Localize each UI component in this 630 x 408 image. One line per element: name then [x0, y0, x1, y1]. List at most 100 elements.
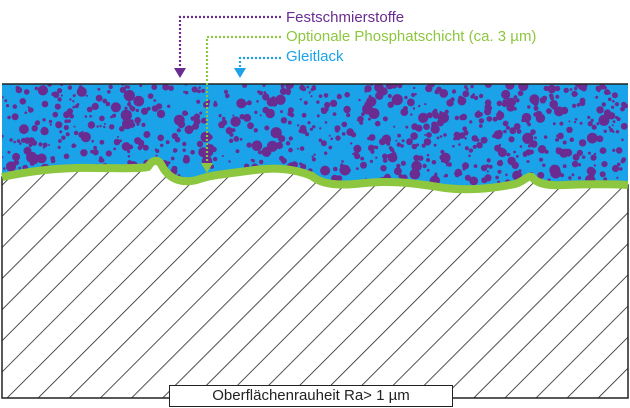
particle — [608, 126, 611, 129]
particle — [593, 164, 596, 167]
particle — [311, 157, 316, 162]
particle — [529, 94, 540, 105]
particle — [515, 98, 520, 103]
particle — [213, 102, 218, 107]
particle — [183, 155, 190, 162]
particle — [505, 84, 515, 90]
particle — [280, 117, 288, 124]
particle — [526, 160, 530, 163]
particle — [476, 142, 483, 149]
particle — [48, 144, 51, 146]
particle — [86, 106, 93, 113]
particle — [124, 106, 128, 110]
particle — [323, 93, 329, 98]
particle — [578, 139, 587, 147]
particle — [527, 105, 531, 109]
particle — [27, 106, 30, 109]
particle — [133, 95, 145, 107]
particle — [364, 89, 368, 93]
particle — [612, 148, 616, 152]
particle — [280, 157, 287, 164]
particle — [568, 120, 571, 123]
particle — [171, 132, 178, 140]
particle — [182, 110, 188, 116]
particle — [582, 155, 586, 159]
particle — [539, 157, 544, 162]
particle — [612, 166, 617, 171]
particle — [312, 125, 316, 129]
particle — [478, 118, 485, 124]
particle — [464, 85, 468, 89]
particle — [616, 117, 621, 122]
particle — [199, 111, 203, 115]
particle — [193, 118, 201, 125]
particle — [382, 116, 388, 122]
particle — [346, 128, 354, 136]
particle — [552, 122, 556, 126]
particle — [57, 88, 63, 94]
particle — [3, 167, 6, 170]
particle — [127, 102, 132, 107]
particle — [595, 86, 601, 92]
particle — [127, 149, 131, 154]
particle — [473, 95, 479, 101]
particle — [57, 145, 61, 149]
particle — [609, 128, 614, 133]
particle — [262, 93, 270, 101]
particle — [300, 163, 307, 170]
particle — [271, 96, 276, 101]
particle — [505, 125, 510, 130]
particle — [560, 106, 569, 115]
particle — [35, 120, 41, 126]
particle — [573, 120, 577, 124]
particle — [332, 112, 337, 116]
particle — [550, 167, 554, 171]
particle — [103, 125, 106, 129]
particle — [513, 123, 521, 130]
particle — [143, 131, 151, 138]
particle — [353, 144, 362, 153]
particle — [616, 162, 621, 167]
particle — [418, 104, 421, 108]
particle — [301, 86, 307, 92]
particle — [506, 104, 514, 112]
particle — [396, 142, 401, 147]
particle — [121, 142, 131, 151]
particle — [99, 115, 105, 122]
particle — [328, 134, 331, 137]
particle — [78, 85, 83, 90]
particle — [272, 143, 277, 148]
particle — [439, 89, 449, 98]
particle — [507, 156, 516, 166]
particle — [196, 140, 204, 148]
particle — [330, 99, 338, 107]
particle — [74, 104, 79, 109]
particle — [226, 94, 229, 97]
particle — [328, 145, 333, 150]
particle — [568, 176, 572, 180]
particle — [501, 89, 511, 100]
particle — [235, 149, 240, 154]
particle — [291, 161, 298, 168]
particle — [303, 100, 308, 105]
particle — [549, 99, 558, 109]
particle — [591, 124, 597, 130]
coating-arrowhead — [234, 68, 246, 78]
particle — [136, 122, 140, 126]
particle — [387, 94, 392, 98]
particle — [12, 152, 21, 161]
particle — [621, 157, 627, 163]
particle — [173, 114, 185, 126]
particle — [441, 159, 444, 163]
particle — [406, 138, 413, 146]
particle — [411, 123, 419, 131]
particle — [426, 168, 430, 172]
particle — [69, 114, 74, 119]
particle — [397, 133, 401, 138]
particle — [495, 175, 499, 180]
particle — [50, 156, 56, 161]
solid-lubricants-arrowhead — [174, 68, 186, 78]
particle — [137, 139, 145, 147]
particle — [464, 174, 471, 181]
particle — [73, 130, 79, 136]
